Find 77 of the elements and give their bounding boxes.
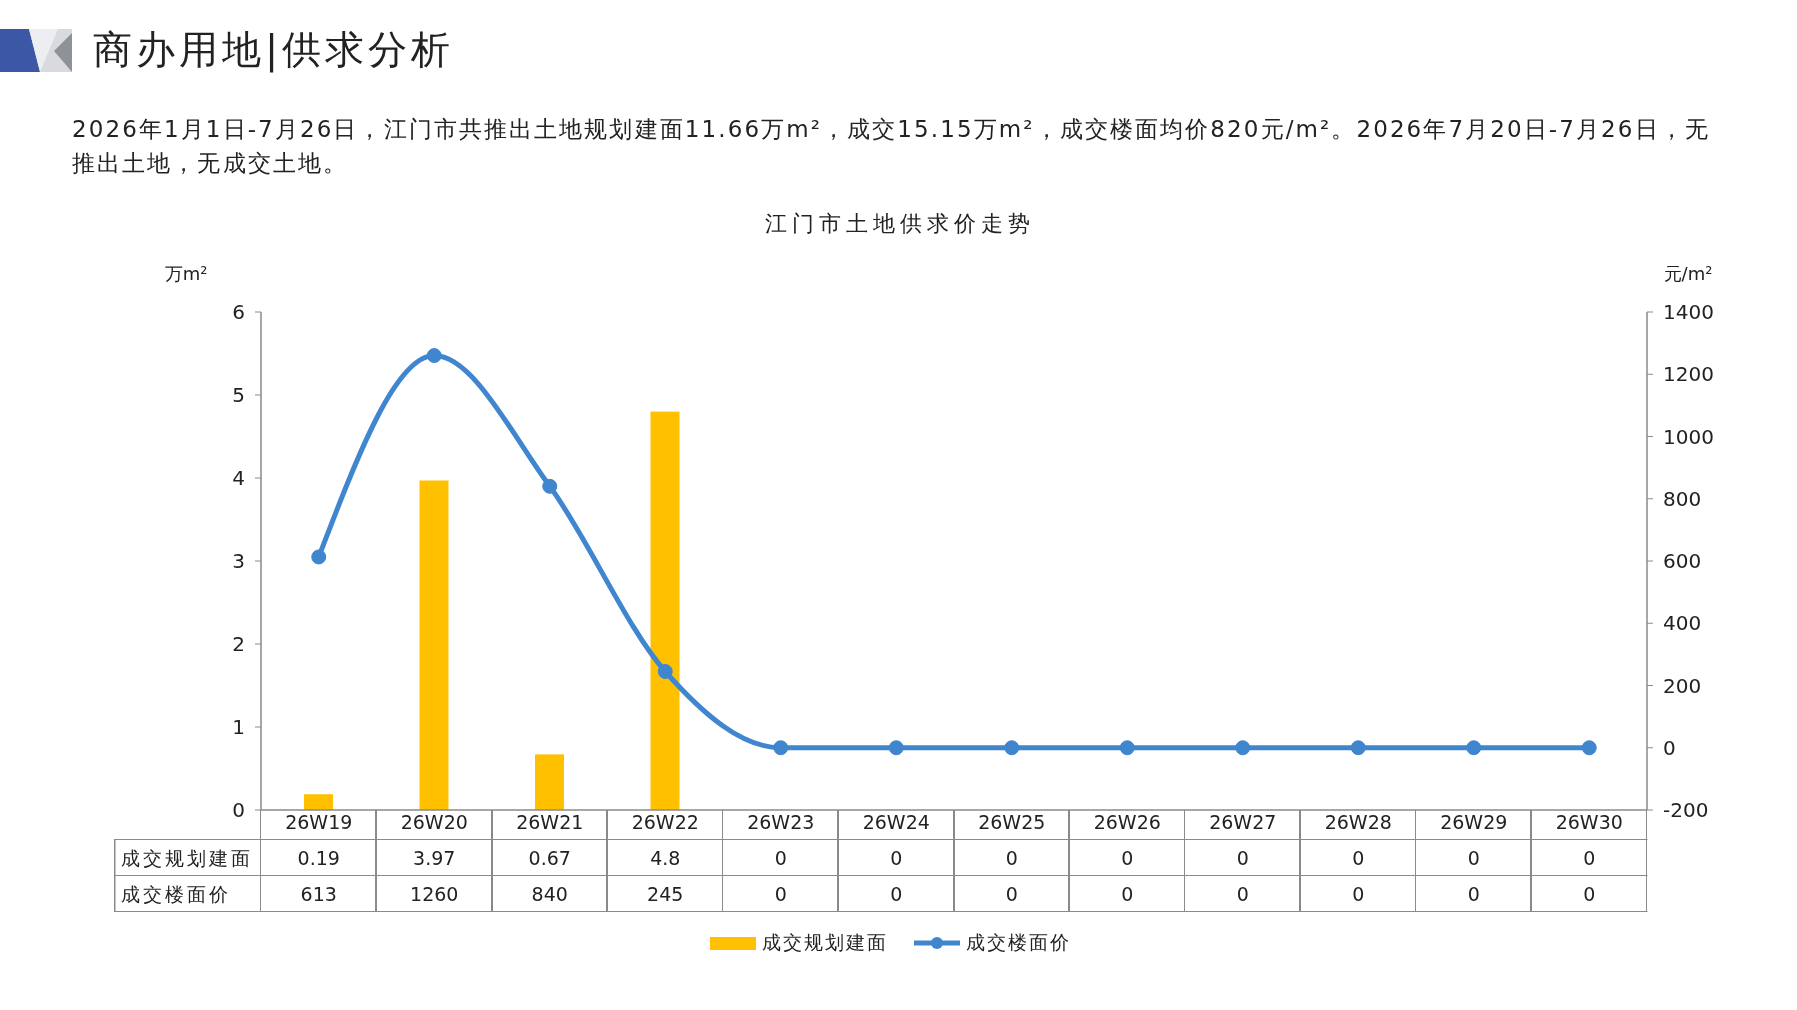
- text: 成交规划建面: [121, 847, 253, 869]
- x-tick-label: 26W26: [1093, 811, 1161, 834]
- data-label: 0: [1583, 882, 1596, 906]
- data-label: 0: [1467, 882, 1480, 906]
- y-tick-label: 3: [232, 549, 245, 574]
- y-tick-label: 6: [232, 300, 245, 325]
- data-label: 613: [300, 882, 337, 906]
- x-tick-label: 26W23: [747, 811, 815, 834]
- data-label: 1260: [410, 882, 459, 906]
- x-tick-label: 26W22: [631, 811, 699, 834]
- text: 成交楼面价: [121, 883, 231, 905]
- data-label: 0.67: [528, 846, 571, 870]
- y-tick-label: 5: [232, 383, 245, 408]
- y-axis-title: 万m²: [163, 262, 209, 286]
- point: [311, 549, 327, 565]
- y2-tick-label: 600: [1663, 549, 1702, 574]
- y2-axis-title: 元/m²: [1662, 262, 1714, 286]
- x-tick-label: 26W24: [862, 811, 930, 834]
- y2-tick-label: 1000: [1663, 424, 1714, 449]
- x-tick-label: 26W28: [1324, 811, 1392, 834]
- point: [657, 663, 673, 679]
- x-tick-label: 26W20: [400, 811, 468, 834]
- x-tick-label: 26W21: [516, 811, 584, 834]
- point: [426, 348, 442, 364]
- text: 商办用地|供求分析: [93, 26, 455, 75]
- x-tick-label: 26W29: [1440, 811, 1508, 834]
- data-label: 0: [1352, 846, 1365, 870]
- bar: [419, 480, 449, 810]
- data-label: 0: [774, 882, 787, 906]
- data-label: 0: [1005, 846, 1018, 870]
- data-label: 0: [1467, 846, 1480, 870]
- text: 2026年1月1日-7月26日，江门市共推出土地规划建面11.66万m²，成交15.15万m²，成交楼面均价820元/m²。2026年7月20日-7月26日，无推出土地，无成交土地。: [72, 115, 1711, 178]
- y2-tick-label: 1200: [1663, 362, 1714, 387]
- data-label: 0: [1583, 846, 1596, 870]
- point: [773, 740, 789, 756]
- y2-tick-label: 400: [1663, 611, 1702, 636]
- y2-tick-label: 800: [1663, 486, 1702, 511]
- chart-title: 江门市土地供求价走势: [764, 210, 1036, 238]
- y-tick-label: 1: [232, 715, 245, 740]
- data-label: 0: [1005, 882, 1018, 906]
- bar: [535, 754, 564, 810]
- legend-label: 成交规划建面: [762, 930, 888, 955]
- y2-tick-label: 1400: [1663, 300, 1714, 325]
- data-label: 245: [647, 882, 684, 906]
- point: [542, 478, 558, 494]
- data-label: 0: [1236, 846, 1249, 870]
- data-label: 0: [1352, 882, 1365, 906]
- point: [1119, 740, 1135, 756]
- bar: [650, 411, 680, 810]
- y2-tick-label: 200: [1663, 673, 1702, 698]
- data-label: 0: [890, 882, 903, 906]
- x-tick-label: 26W30: [1555, 811, 1623, 834]
- data-label: 840: [531, 882, 568, 906]
- point: [1581, 740, 1597, 756]
- data-label: 0: [890, 846, 903, 870]
- data-label: 0: [1236, 882, 1249, 906]
- legend-label: 成交楼面价: [966, 930, 1071, 955]
- data-label: 4.8: [650, 846, 681, 870]
- point: [1350, 740, 1366, 756]
- y-tick-label: 0: [232, 798, 245, 823]
- bar: [304, 794, 333, 810]
- data-label: 0: [1121, 846, 1134, 870]
- point: [1235, 740, 1251, 756]
- x-tick-label: 26W25: [978, 811, 1046, 834]
- y2-tick-label: 0: [1663, 735, 1676, 760]
- x-tick-label: 26W19: [285, 811, 353, 834]
- y-tick-label: 2: [232, 632, 245, 657]
- y-tick-label: 4: [232, 466, 245, 491]
- data-label: 3.97: [413, 846, 456, 870]
- x-tick-label: 26W27: [1209, 811, 1277, 834]
- point: [888, 740, 904, 756]
- point: [1466, 740, 1482, 756]
- data-label: 0.19: [297, 846, 340, 870]
- point: [1004, 740, 1020, 756]
- data-label: 0: [774, 846, 787, 870]
- y2-tick-label: -200: [1663, 798, 1709, 823]
- data-label: 0: [1121, 882, 1134, 906]
